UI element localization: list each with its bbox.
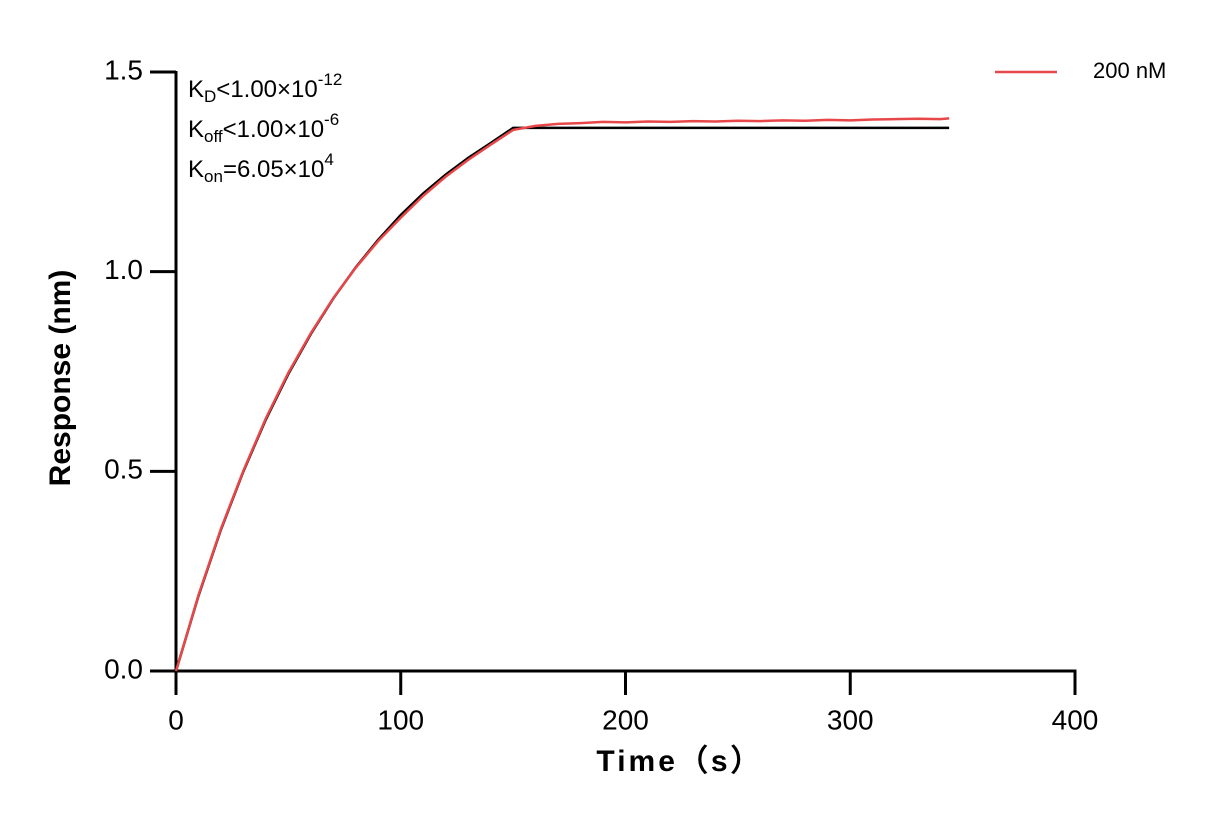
annotation-exp: -12 <box>318 70 343 89</box>
annotation-k: K <box>188 116 204 143</box>
data-line <box>174 117 950 672</box>
y-tick-label: 1.5 <box>104 54 143 85</box>
annotation-sub: D <box>204 87 216 106</box>
annotation-k: K <box>188 76 204 103</box>
y-tick-label: 1.0 <box>104 254 143 285</box>
x-tick-label: 0 <box>168 704 184 735</box>
x-tick-label: 300 <box>827 704 874 735</box>
annotation-sub: on <box>204 167 223 186</box>
annotation-k: K <box>188 156 204 183</box>
fit-line <box>174 126 950 672</box>
x-tick-label: 200 <box>602 704 649 735</box>
annotation-sub: off <box>204 127 223 146</box>
x-axis-label: Time（s） <box>596 744 763 778</box>
x-tick-label: 400 <box>1052 704 1099 735</box>
x-tick-label: 100 <box>377 704 424 735</box>
annotation-mantissa: 1.00×10 <box>237 116 324 143</box>
annotation: KD<1.00×10-12 <box>188 70 342 106</box>
y-tick-label: 0.0 <box>104 653 143 684</box>
annotation-rel: < <box>216 76 230 103</box>
legend-label: 200 nM <box>1093 58 1166 83</box>
annotation-rel: = <box>223 156 237 183</box>
annotation: Koff<1.00×10-6 <box>188 110 339 146</box>
annotation-exp: 4 <box>324 150 333 169</box>
annotation-rel: < <box>223 116 237 143</box>
annotation-mantissa: 6.05×10 <box>237 156 324 183</box>
y-tick-label: 0.5 <box>104 454 143 485</box>
annotation-mantissa: 1.00×10 <box>230 76 317 103</box>
y-axis-label: Response (nm) <box>44 270 77 487</box>
annotation-exp: -6 <box>324 110 339 129</box>
annotation: Kon=6.05×104 <box>188 150 334 186</box>
